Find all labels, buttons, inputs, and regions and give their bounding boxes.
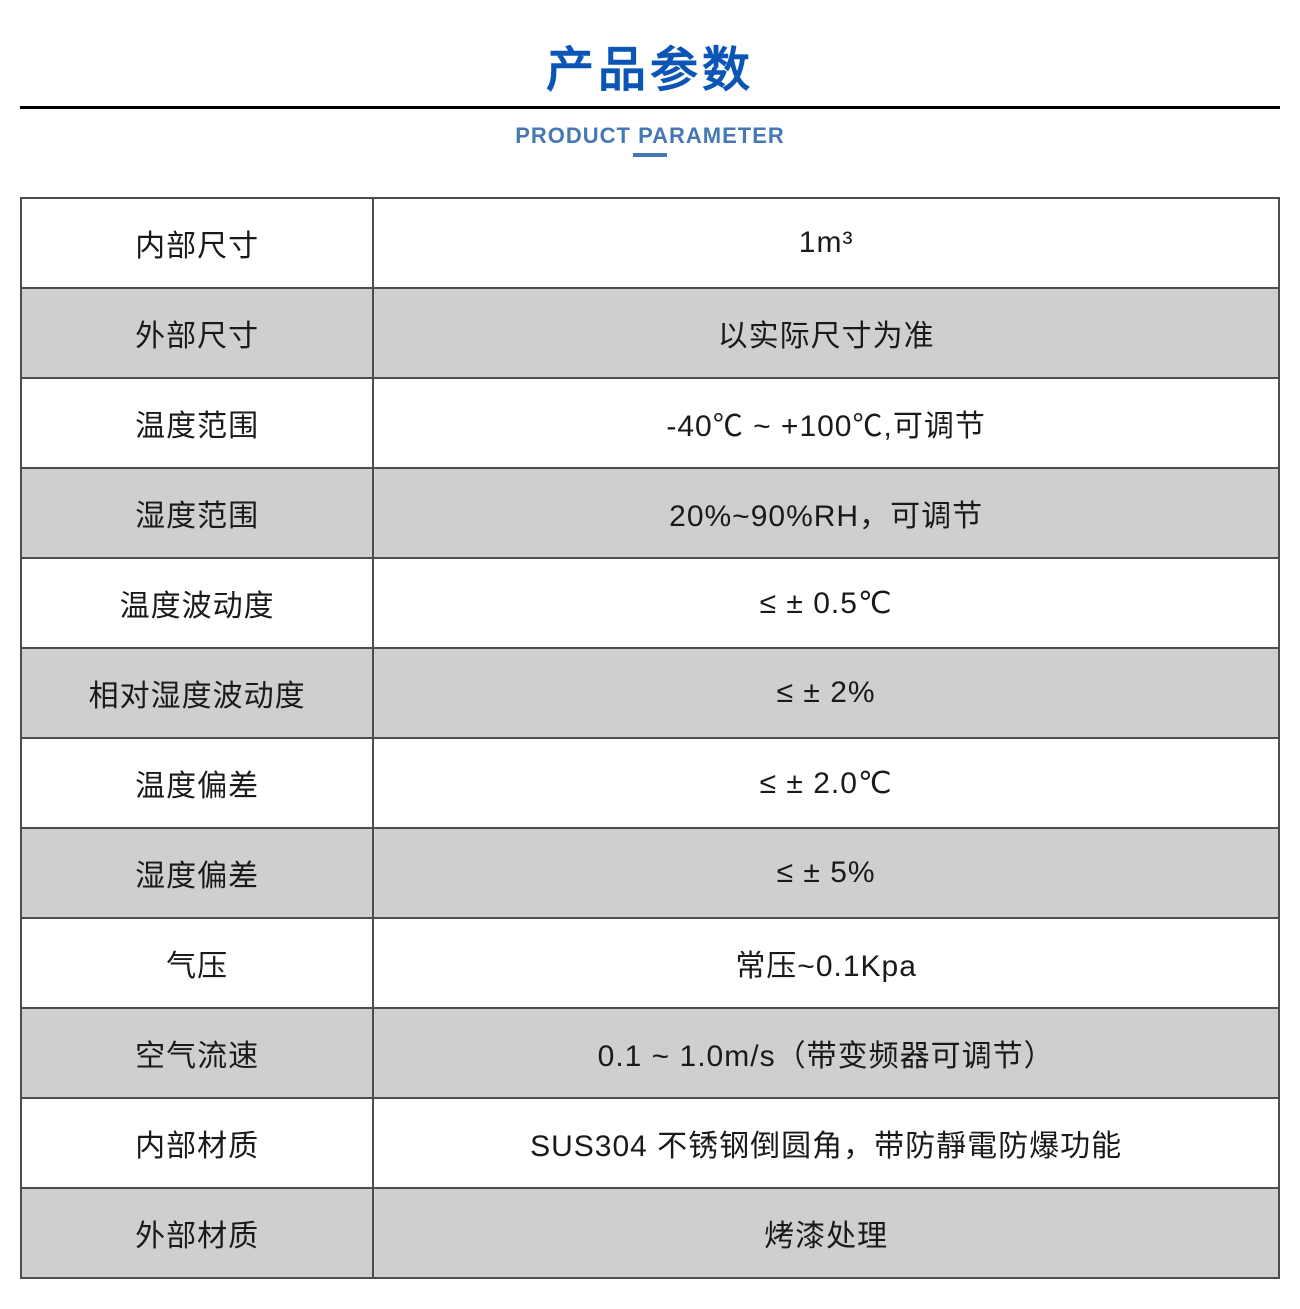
- param-label: 温度偏差: [21, 738, 373, 828]
- param-value: 1m³: [373, 198, 1279, 288]
- param-label: 内部材质: [21, 1098, 373, 1188]
- param-label: 相对湿度波动度: [21, 648, 373, 738]
- param-label: 内部尺寸: [21, 198, 373, 288]
- param-value: ≤ ± 5%: [373, 828, 1279, 918]
- param-value: 烤漆处理: [373, 1188, 1279, 1278]
- param-value: 常压~0.1Kpa: [373, 918, 1279, 1008]
- param-value: 0.1 ~ 1.0m/s（带变频器可调节）: [373, 1008, 1279, 1098]
- table-row: 湿度范围20%~90%RH，可调节: [21, 468, 1279, 558]
- table-row: 湿度偏差≤ ± 5%: [21, 828, 1279, 918]
- param-value: SUS304 不锈钢倒圆角，带防靜電防爆功能: [373, 1098, 1279, 1188]
- table-row: 温度偏差≤ ± 2.0℃: [21, 738, 1279, 828]
- param-value: ≤ ± 2.0℃: [373, 738, 1279, 828]
- table-row: 相对湿度波动度≤ ± 2%: [21, 648, 1279, 738]
- param-label: 外部尺寸: [21, 288, 373, 378]
- param-value: ≤ ± 0.5℃: [373, 558, 1279, 648]
- param-value: 以实际尺寸为准: [373, 288, 1279, 378]
- param-label: 外部材质: [21, 1188, 373, 1278]
- param-value: ≤ ± 2%: [373, 648, 1279, 738]
- table-row: 气压常压~0.1Kpa: [21, 918, 1279, 1008]
- page-header: 产品参数 PRODUCT PARAMETER: [20, 30, 1280, 157]
- param-label: 空气流速: [21, 1008, 373, 1098]
- param-label: 温度波动度: [21, 558, 373, 648]
- table-row: 温度波动度≤ ± 0.5℃: [21, 558, 1279, 648]
- title-en-accent: [633, 153, 667, 157]
- param-value: -40℃ ~ +100℃,可调节: [373, 378, 1279, 468]
- table-row: 内部材质SUS304 不锈钢倒圆角，带防靜電防爆功能: [21, 1098, 1279, 1188]
- param-label: 气压: [21, 918, 373, 1008]
- spec-table-body: 内部尺寸1m³ 外部尺寸以实际尺寸为准 温度范围-40℃ ~ +100℃,可调节…: [21, 198, 1279, 1278]
- spec-table: 内部尺寸1m³ 外部尺寸以实际尺寸为准 温度范围-40℃ ~ +100℃,可调节…: [20, 197, 1280, 1279]
- param-label: 湿度范围: [21, 468, 373, 558]
- param-value: 20%~90%RH，可调节: [373, 468, 1279, 558]
- table-row: 内部尺寸1m³: [21, 198, 1279, 288]
- table-row: 空气流速0.1 ~ 1.0m/s（带变频器可调节）: [21, 1008, 1279, 1098]
- param-label: 湿度偏差: [21, 828, 373, 918]
- table-row: 温度范围-40℃ ~ +100℃,可调节: [21, 378, 1279, 468]
- title-en: PRODUCT PARAMETER: [515, 123, 785, 149]
- table-row: 外部材质烤漆处理: [21, 1188, 1279, 1278]
- title-rule: [20, 106, 1280, 109]
- title-cn: 产品参数: [20, 30, 1280, 100]
- table-row: 外部尺寸以实际尺寸为准: [21, 288, 1279, 378]
- param-label: 温度范围: [21, 378, 373, 468]
